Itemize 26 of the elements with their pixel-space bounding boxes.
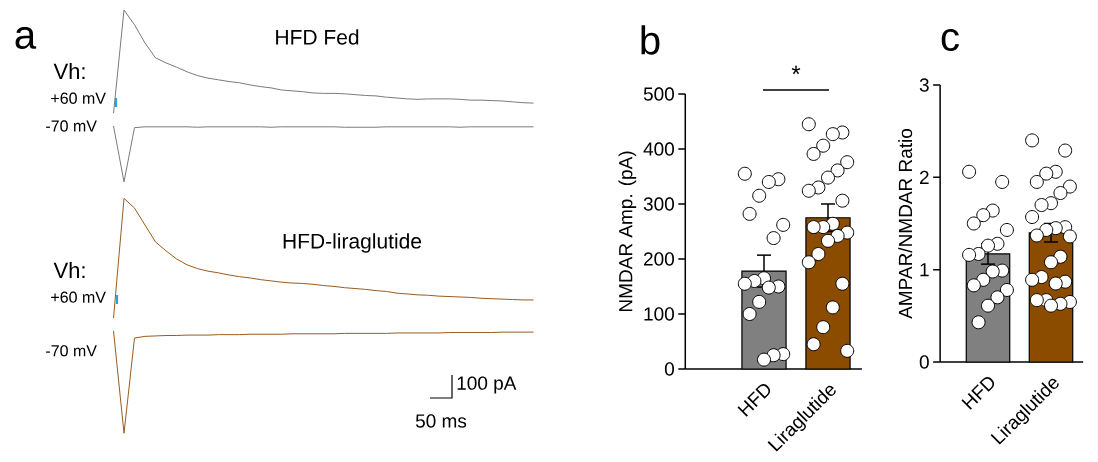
series-label: -70 mV [46, 120, 97, 132]
text: b [641, 25, 660, 55]
y-tick-label: 200 [644, 252, 674, 266]
series-label: +60 mV [51, 291, 106, 303]
y-tick-label: 100 [644, 307, 674, 321]
annotation: 50 ms [415, 414, 467, 428]
text: Vh: [53, 262, 85, 278]
y-tick-label: 1 [920, 263, 929, 277]
y-tick-label: 0 [919, 355, 929, 369]
annotation: 100 pA [457, 376, 517, 394]
y-axis-title: NMDAR Amp. (pA) [618, 151, 637, 312]
y-axis-title: AMPAR/NMDAR Ratio [898, 128, 913, 319]
y-tick-label: 0 [664, 362, 674, 376]
y-tick-label: 300 [643, 197, 674, 211]
text: a [15, 27, 37, 49]
text: Vh: [53, 63, 85, 79]
annotation: HFD-liraglutide [283, 233, 422, 253]
y-tick-label: 2 [919, 170, 929, 184]
series-label: -70 mV [46, 345, 97, 357]
annotation: HFD Fed [276, 29, 359, 45]
y-tick-label: 400 [643, 142, 674, 156]
y-tick-label: 500 [643, 87, 674, 101]
y-tick-label: 3 [919, 78, 929, 92]
text: c [941, 29, 959, 51]
series-label: +60 mV [51, 92, 106, 104]
text: * [791, 65, 801, 75]
